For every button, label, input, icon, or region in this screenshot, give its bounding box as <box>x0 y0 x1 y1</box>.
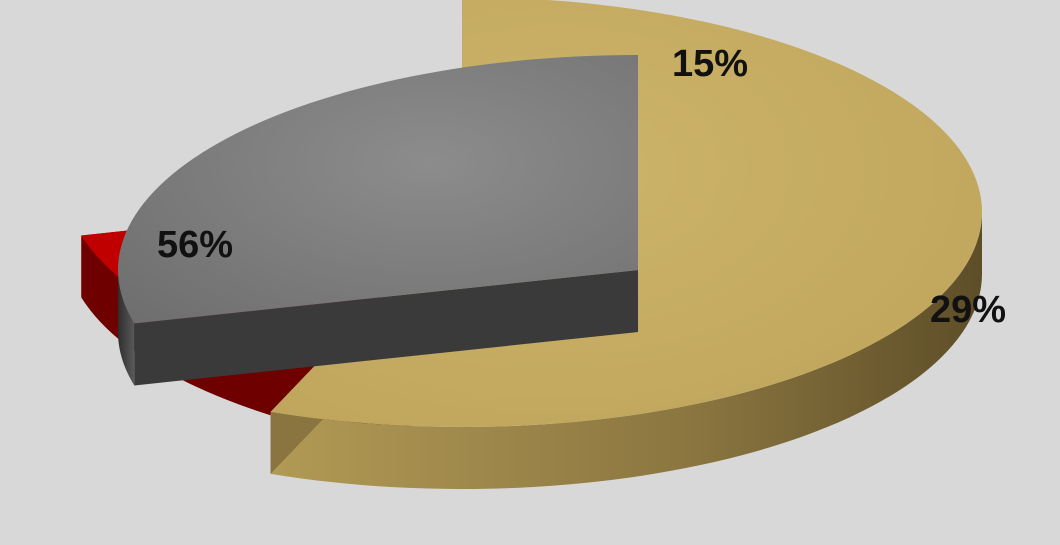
data-label-1: 56% <box>157 224 233 266</box>
pie-slice-3 <box>117 55 638 386</box>
pie-slice-top <box>117 55 638 324</box>
data-label-2: 15% <box>672 43 748 85</box>
data-label-3: 29% <box>930 289 1006 331</box>
pie-slice-wall <box>118 270 135 386</box>
pie-slice-wall <box>270 212 983 489</box>
pie-slice-cut-face <box>134 270 638 386</box>
